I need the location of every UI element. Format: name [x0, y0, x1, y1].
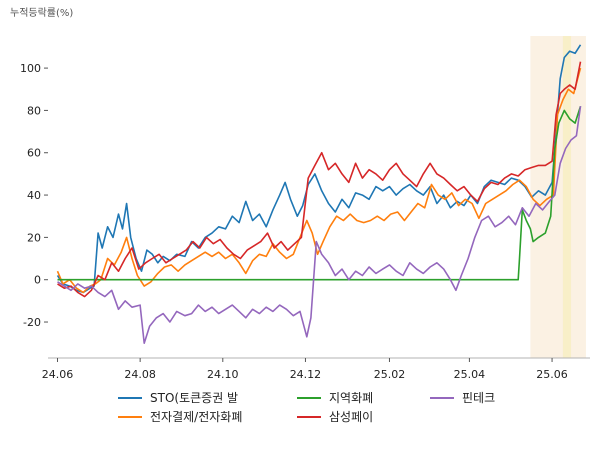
legend-label: STO(토큰증권 발 — [150, 391, 238, 405]
x-tick-label: 25.02 — [374, 368, 406, 381]
legend-label: 지역화폐 — [329, 391, 373, 405]
x-tick-label: 25.04 — [454, 368, 486, 381]
y-ticks: -20 0 20 40 60 80 100 — [20, 62, 48, 329]
series-lines — [56, 44, 582, 344]
series-line-1 — [56, 44, 582, 294]
x-tick-label: 24.08 — [124, 368, 156, 381]
y-tick-label: 0 — [34, 274, 41, 287]
series-line-5 — [57, 106, 582, 344]
y-tick-label: 80 — [27, 104, 41, 117]
series-line-4 — [57, 61, 582, 298]
x-tick-label: 24.12 — [290, 368, 322, 381]
legend-label: 삼성페이 — [329, 410, 373, 424]
legend-label: 핀테크 — [462, 391, 495, 405]
y-tick-label: 40 — [27, 189, 41, 202]
y-tick-label: 20 — [27, 231, 41, 244]
x-tick-label: 24.06 — [42, 368, 74, 381]
x-ticks: 24.06 24.08 24.10 24.12 25.02 25.04 25.06 — [42, 358, 568, 381]
y-tick-label: -20 — [23, 316, 41, 329]
highlight-band — [530, 36, 586, 358]
x-tick-label: 25.06 — [536, 368, 568, 381]
y-tick-label: 100 — [20, 62, 41, 75]
highlight-bands — [530, 36, 586, 358]
legend-label: 전자결제/전자화폐 — [150, 410, 242, 424]
highlight-band — [562, 36, 572, 358]
series-line-3 — [57, 105, 582, 281]
y-tick-label: 60 — [27, 147, 41, 160]
x-tick-label: 24.10 — [207, 368, 239, 381]
y-axis-label: 누적등락률(%) — [10, 7, 73, 19]
